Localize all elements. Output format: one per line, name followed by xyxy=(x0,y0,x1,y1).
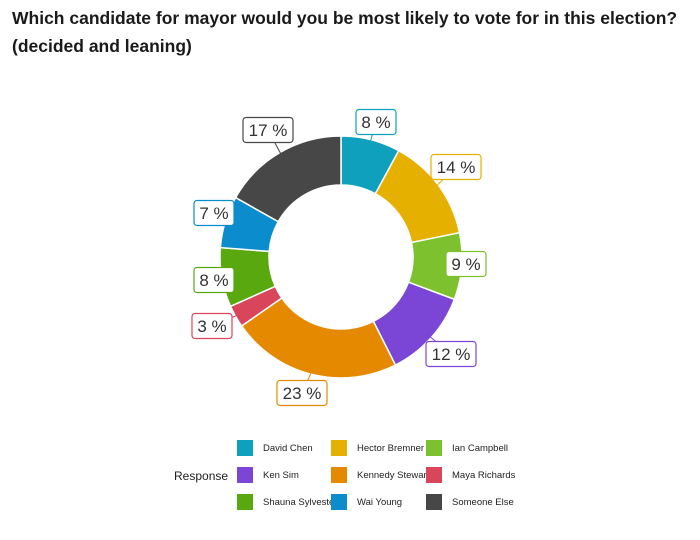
data-label-kennedy-stewart: 23 % xyxy=(283,384,322,403)
data-label-david-chen: 8 % xyxy=(361,113,390,132)
legend-item-david-chen[interactable]: David Chen xyxy=(237,440,313,456)
legend-swatch xyxy=(426,467,442,483)
data-label-maya-richards: 3 % xyxy=(197,317,226,336)
data-label-wai-young: 7 % xyxy=(199,204,228,223)
legend-item-kennedy-stewart[interactable]: Kennedy Stewart xyxy=(331,467,429,483)
callout-box-kennedy-stewart xyxy=(276,379,328,407)
legend-label: Kennedy Stewart xyxy=(357,469,430,481)
legend-item-ian-campbell[interactable]: Ian Campbell xyxy=(426,440,508,456)
legend-item-maya-richards[interactable]: Maya Richards xyxy=(426,467,515,483)
callout-box-someone-else xyxy=(242,116,294,144)
callout-box-maya-richards xyxy=(191,312,233,340)
data-label-ian-campbell: 9 % xyxy=(451,255,480,274)
legend-label: Someone Else xyxy=(452,496,514,508)
legend-item-wai-young[interactable]: Wai Young xyxy=(331,494,402,510)
slice-someone-else[interactable] xyxy=(234,135,342,223)
callout-box-ian-campbell xyxy=(445,250,487,278)
legend-label: Wai Young xyxy=(357,496,403,508)
slices-group xyxy=(219,135,463,379)
legend-swatch xyxy=(331,467,347,483)
legend-item-shauna-sylvester[interactable]: Shauna Sylvester xyxy=(237,494,337,510)
legend-swatch xyxy=(237,467,253,483)
legend-item-someone-else[interactable]: Someone Else xyxy=(426,494,514,510)
legend-label: Ian Campbell xyxy=(452,442,508,454)
legend-label: Ken Sim xyxy=(263,469,299,481)
legend-label: David Chen xyxy=(263,442,313,454)
callout-box-hector-bremner xyxy=(430,153,482,181)
legend-label: Maya Richards xyxy=(452,469,516,481)
legend-item-hector-bremner[interactable]: Hector Bremner xyxy=(331,440,424,456)
legend-swatch xyxy=(237,494,253,510)
callout-box-shauna-sylvester xyxy=(193,266,235,294)
legend-title: Response xyxy=(174,469,229,483)
legend-swatch xyxy=(237,440,253,456)
legend-label: Hector Bremner xyxy=(357,442,425,454)
legend-item-ken-sim[interactable]: Ken Sim xyxy=(237,467,299,483)
legend-swatch xyxy=(331,494,347,510)
data-label-someone-else: 17 % xyxy=(249,121,288,140)
data-label-ken-sim: 12 % xyxy=(432,345,471,364)
legend-label: Shauna Sylvester xyxy=(263,496,338,508)
data-label-shauna-sylvester: 8 % xyxy=(199,271,228,290)
chart-title: Which candidate for mayor would you be m… xyxy=(12,8,678,56)
legend-swatch xyxy=(331,440,347,456)
callouts-group: 8 % 14 % 9 % 12 % 23 % 3 % 8 % 7 % 17 % xyxy=(191,108,487,407)
legend-swatch xyxy=(426,494,442,510)
callout-box-david-chen xyxy=(355,108,397,136)
callout-box-ken-sim xyxy=(425,340,477,368)
callout-box-wai-young xyxy=(193,199,235,227)
legend-swatch xyxy=(426,440,442,456)
data-label-hector-bremner: 14 % xyxy=(437,158,476,177)
